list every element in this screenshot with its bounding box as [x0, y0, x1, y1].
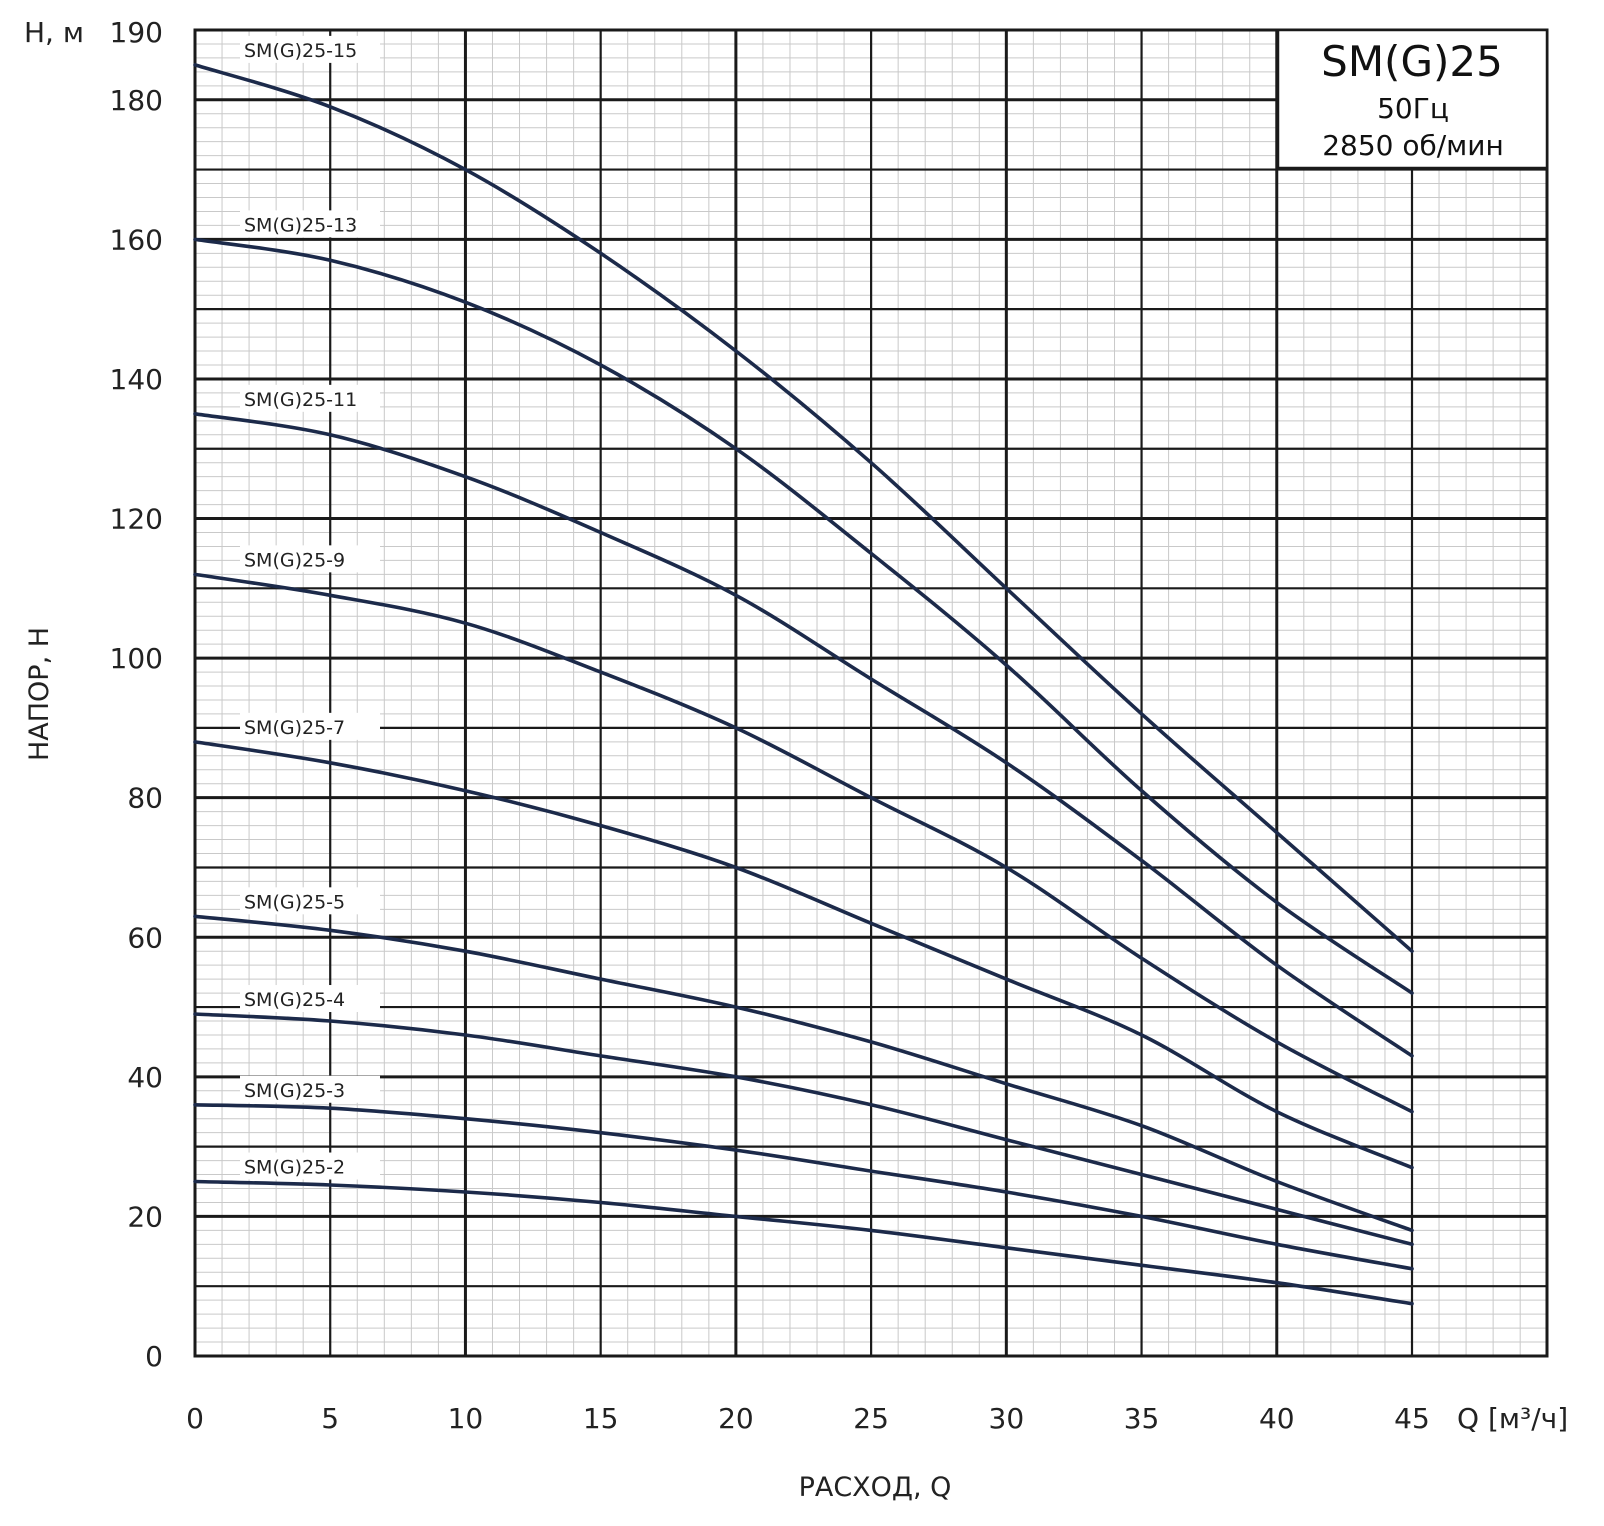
x-tick-label: 10: [448, 1402, 484, 1435]
curve-SM(G)25-15: [193, 63, 1414, 953]
y-tick-label: 80: [127, 782, 163, 815]
curve-SM(G)25-11: [193, 412, 1414, 1058]
curve-label-bg: [240, 384, 380, 412]
plot-frame: [193, 28, 1549, 1358]
y-tick-label: 160: [110, 223, 163, 256]
y-tick-labels: 0 20 40 60 80 100 120 140 160 180 190: [110, 16, 163, 1373]
y-tick-label: 20: [127, 1200, 163, 1233]
curve-label-SM(G)25-2: SM(G)25-2: [244, 1157, 345, 1179]
x-tick-label: 20: [718, 1402, 754, 1435]
curve-SM(G)25-3: [193, 1103, 1414, 1271]
y-tick-label: 120: [110, 503, 163, 536]
curve-label-bg: [240, 545, 380, 573]
y-unit-label: Н, м: [24, 16, 84, 49]
x-tick-label: 0: [186, 1402, 204, 1435]
curve-SM(G)25-4: [193, 1012, 1414, 1247]
x-tick-label: 30: [989, 1402, 1025, 1435]
x-tick-label: 15: [583, 1402, 619, 1435]
frequency-label: 50Гц: [1377, 92, 1449, 125]
y-tick-label: 100: [110, 642, 163, 675]
curve-label-SM(G)25-3: SM(G)25-3: [244, 1080, 345, 1102]
x-tick-label: 25: [853, 1402, 889, 1435]
x-tick-label: 45: [1394, 1402, 1430, 1435]
speed-label: 2850 об/мин: [1322, 129, 1504, 162]
curve-SM(G)25-2: [193, 1179, 1414, 1306]
x-tick-label: 5: [321, 1402, 339, 1435]
y-tick-label: 140: [110, 363, 163, 396]
curve-SM(G)25-13: [193, 237, 1414, 995]
y-tick-label: 60: [127, 921, 163, 954]
curve-label-bg: [240, 35, 380, 63]
curve-label-SM(G)25-15: SM(G)25-15: [244, 40, 357, 62]
x-tick-label: 35: [1124, 1402, 1160, 1435]
curve-label-bg: [240, 887, 380, 915]
curve-label-bg: [240, 210, 380, 238]
curve-label-bg: [240, 712, 380, 740]
y-tick-label: 0: [145, 1340, 163, 1373]
curve-SM(G)25-7: [193, 740, 1414, 1170]
info-box: [1276, 28, 1549, 170]
curve-labels: SM(G)25-15 SM(G)25-13 SM(G)25-11 SM(G)25-9 S…: [240, 35, 380, 1180]
x-axis-title: РАСХОД, Q: [799, 1472, 952, 1503]
curve-label-bg: [240, 1152, 380, 1180]
curve-SM(G)25-5: [193, 914, 1414, 1233]
grid-major: [195, 30, 1547, 1356]
curve-label-bg: [240, 985, 380, 1013]
curve-label-SM(G)25-4: SM(G)25-4: [244, 989, 345, 1011]
y-tick-label: 40: [127, 1061, 163, 1094]
curve-label-SM(G)25-9: SM(G)25-9: [244, 549, 345, 571]
curve-label-SM(G)25-11: SM(G)25-11: [244, 389, 357, 411]
curve-SM(G)25-9: [193, 572, 1414, 1114]
y-axis-title: НАПОР, Н: [24, 627, 55, 761]
chart-title: SM(G)25: [1321, 37, 1503, 86]
y-tick-label: 180: [110, 84, 163, 117]
curve-label-SM(G)25-5: SM(G)25-5: [244, 891, 345, 913]
x-tick-label: 40: [1259, 1402, 1295, 1435]
y-tick-label: 190: [110, 16, 163, 49]
curve-label-SM(G)25-7: SM(G)25-7: [244, 717, 345, 739]
curve-label-SM(G)25-13: SM(G)25-13: [244, 214, 357, 236]
x-unit-label: Q [м³/ч]: [1457, 1402, 1568, 1435]
x-tick-labels: 0 5 10 15 20 25 30 35 40 45: [186, 1402, 1430, 1435]
curve-label-bg: [240, 1075, 380, 1103]
curves: [193, 63, 1414, 1306]
